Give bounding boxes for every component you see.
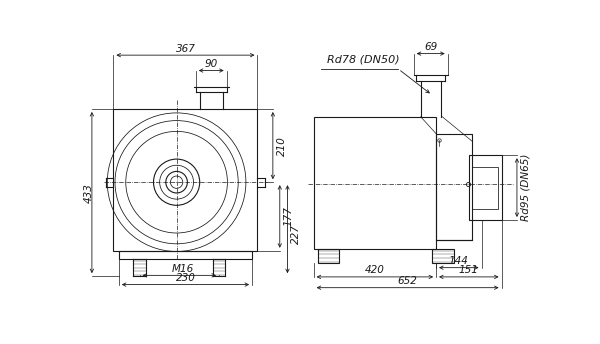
Bar — [436, 134, 472, 240]
Text: Rd95 (DN65): Rd95 (DN65) — [521, 154, 531, 221]
Text: 227: 227 — [292, 224, 301, 244]
Bar — [113, 109, 257, 251]
Text: 420: 420 — [365, 265, 385, 275]
Text: 177: 177 — [284, 206, 293, 226]
Bar — [119, 251, 252, 259]
Text: 144: 144 — [449, 256, 469, 266]
Bar — [314, 117, 436, 249]
Bar — [469, 155, 502, 220]
Text: M16: M16 — [171, 264, 193, 274]
Text: 367: 367 — [176, 44, 196, 54]
Text: Rd78 (DN50): Rd78 (DN50) — [328, 54, 400, 64]
Bar — [472, 167, 499, 209]
Text: 69: 69 — [424, 42, 437, 52]
Bar — [317, 249, 339, 263]
Text: 230: 230 — [176, 273, 196, 283]
Text: 210: 210 — [277, 136, 287, 155]
Bar — [432, 249, 454, 263]
Text: 652: 652 — [398, 276, 418, 286]
Text: 433: 433 — [84, 183, 94, 203]
Text: 151: 151 — [459, 265, 479, 275]
Text: 90: 90 — [205, 59, 218, 69]
